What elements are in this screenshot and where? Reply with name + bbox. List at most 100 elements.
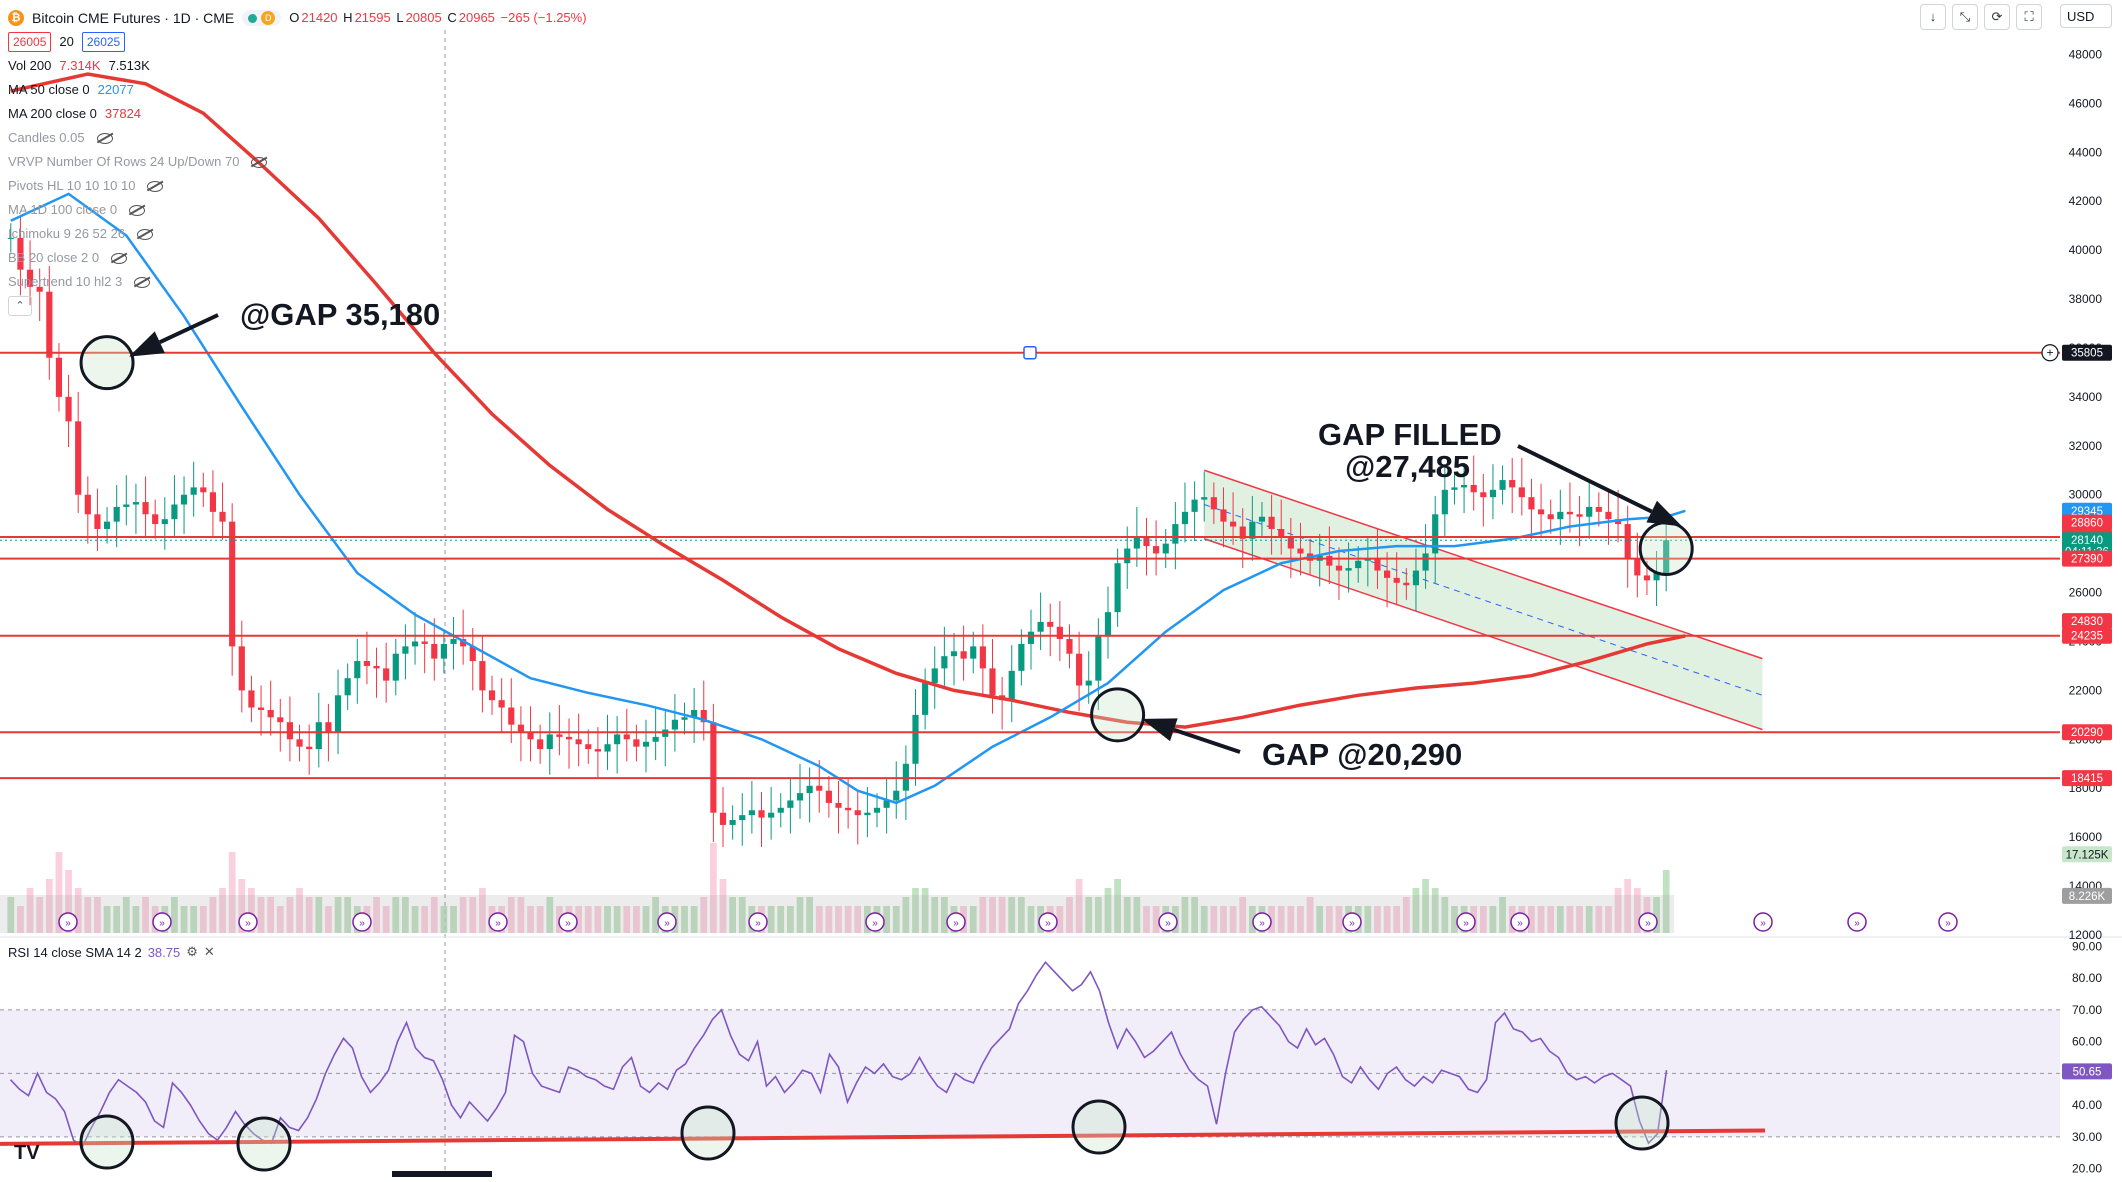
fullscreen-icon[interactable]: ⛶ (2016, 4, 2042, 30)
candle-body (132, 502, 140, 505)
volume-bar (1277, 906, 1285, 933)
event-marker-glyph: » (1760, 918, 1766, 929)
hidden-eye-icon[interactable] (129, 204, 146, 216)
candle (1393, 552, 1400, 605)
event-marker-glyph: » (1854, 918, 1860, 929)
indicator-row[interactable]: Candles 0.05 (8, 126, 589, 150)
volume-bar (1220, 906, 1227, 933)
price-axis-tick: 40000 (2069, 243, 2103, 257)
volume-bar (1556, 906, 1564, 933)
indicator-row[interactable]: Vol 200 7.314K 7.513K (8, 54, 589, 78)
close-icon[interactable]: ✕ (203, 944, 215, 959)
indicator-row[interactable]: MA 1D 100 close 0 (8, 198, 589, 222)
ohlc-values: O 21420 H 21595 L 20805 C 20965 −265 (−1.25%… (289, 6, 588, 30)
candle-body (1153, 546, 1160, 554)
candle (681, 702, 688, 735)
collapse-legend-button[interactable]: ⌃ (8, 296, 32, 316)
settings-icon[interactable]: ⚙ (186, 944, 198, 959)
indicator-row[interactable]: Ichimoku 9 26 52 26 (8, 222, 589, 246)
indicator-row[interactable]: BB 20 close 2 0 (8, 246, 589, 270)
candle-body (941, 656, 948, 669)
candle (488, 675, 496, 715)
price-axis-tick: 46000 (2069, 96, 2103, 110)
tradingview-logo[interactable]: TV (14, 1142, 40, 1164)
candle (1066, 624, 1073, 669)
candle (873, 793, 881, 828)
event-marker-glyph: » (1463, 918, 1469, 929)
candle (1480, 473, 1487, 527)
candle-body (854, 810, 861, 816)
hidden-eye-icon[interactable] (111, 252, 128, 264)
candle (768, 787, 775, 840)
candle-body (893, 790, 900, 801)
volume-bar (1364, 906, 1372, 933)
candle-body (1634, 558, 1641, 576)
indicator-row[interactable]: Pivots HL 10 10 10 10 (8, 174, 589, 198)
indicator-row[interactable]: VRVP Number Of Rows 24 Up/Down 70 (8, 150, 589, 174)
market-status-badge[interactable]: D (242, 10, 282, 26)
volume-bar (7, 897, 15, 933)
ask-button[interactable]: 26025 (81, 32, 126, 52)
event-marker-ring (1456, 912, 1476, 932)
rsi-axis-tick: 20.00 (2072, 1162, 2102, 1176)
reset-icon[interactable]: ⟳ (1984, 4, 2010, 30)
hidden-eye-icon[interactable] (134, 276, 151, 288)
indicator-row[interactable]: Supertrend 10 hl2 3 (8, 270, 589, 294)
candle-body (1037, 621, 1044, 632)
candle-body (1249, 521, 1256, 539)
currency-select[interactable]: USD (2060, 4, 2112, 28)
candle-body (7, 237, 14, 239)
candle-body (710, 722, 717, 813)
volume-bar (228, 852, 236, 933)
symbol-title[interactable]: Bitcoin CME Futures · 1D · CME (32, 10, 235, 26)
indicator-label: MA 50 close 0 (8, 82, 90, 97)
volume-bar (1066, 897, 1073, 933)
high-value: 21595 (354, 10, 391, 25)
candle-body (922, 683, 929, 715)
hidden-eye-icon[interactable] (147, 180, 164, 192)
candle-body (1643, 575, 1651, 581)
event-marker-glyph: » (65, 918, 71, 929)
candle-body (113, 506, 120, 522)
candle-body (604, 744, 611, 752)
bid-button[interactable]: 26005 (8, 32, 52, 52)
candle-body (1663, 540, 1670, 573)
arrow-down-icon[interactable]: ↓ (1920, 4, 1946, 30)
volume-bar (681, 906, 688, 933)
volume-bar (267, 897, 275, 933)
hidden-eye-icon[interactable] (251, 156, 268, 168)
indicator-row[interactable]: MA 50 close 0 22077 (8, 78, 589, 102)
candle-body (1509, 480, 1516, 488)
candle (1278, 499, 1285, 555)
event-marker-ring (488, 912, 508, 932)
volume-bar (613, 906, 621, 933)
candle (238, 620, 245, 713)
indicator-value: 22077 (97, 82, 134, 97)
candle-body (479, 661, 486, 691)
annotation-gap-filled-line2: @27,485 (1345, 449, 1470, 484)
candle (816, 760, 823, 813)
price-axis-tick: 48000 (2069, 47, 2103, 61)
volume-bar (1566, 906, 1574, 933)
candle-body (1470, 484, 1477, 493)
indicator-row[interactable]: MA 200 close 0 37824 (8, 102, 589, 126)
volume-bar (248, 888, 255, 933)
rsi-value-tag-label: 50.65 (2073, 1066, 2102, 1078)
event-marker-ring (1847, 912, 1867, 932)
hidden-eye-icon[interactable] (96, 132, 113, 144)
volume-bar (257, 897, 265, 933)
candle-body (517, 724, 524, 732)
rsi-label[interactable]: RSI 14 close SMA 14 2 (8, 944, 142, 960)
hidden-eye-icon[interactable] (137, 228, 154, 240)
candle (286, 696, 293, 762)
volume-bar (1528, 906, 1535, 933)
expand-icon[interactable]: ⤡ (1952, 4, 1978, 30)
candle-body (1027, 631, 1035, 644)
candle-body (286, 722, 293, 740)
volume-bar (642, 906, 650, 933)
candle (46, 266, 53, 380)
volume-bar (1383, 906, 1391, 933)
candle (1287, 517, 1294, 578)
candle-body (440, 643, 447, 659)
